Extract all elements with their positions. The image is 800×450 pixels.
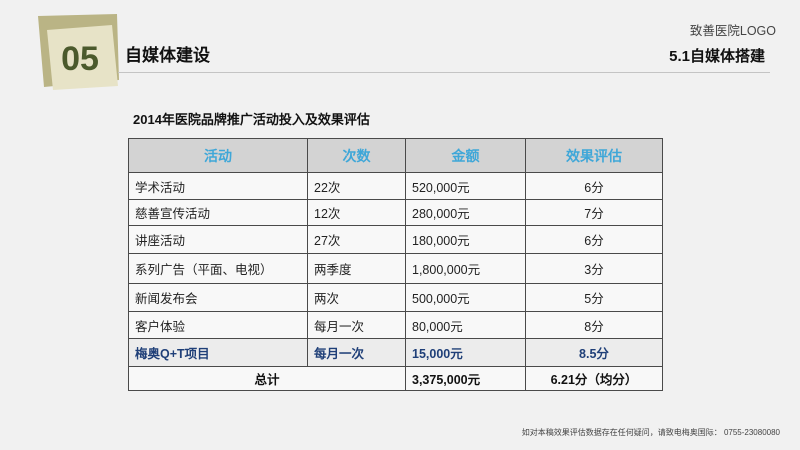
- table-row: 客户体验 每月一次 80,000元 8分: [128, 311, 663, 339]
- cell-activity: 客户体验: [128, 311, 308, 339]
- cell-amount: 520,000元: [405, 172, 526, 200]
- total-label: 总计: [128, 366, 406, 391]
- total-score: 6.21分（均分）: [525, 366, 663, 391]
- cell-count: 每月一次: [307, 311, 406, 339]
- cell-score: 6分: [525, 225, 663, 254]
- column-header-amount: 金额: [405, 138, 526, 173]
- cell-amount: 80,000元: [405, 311, 526, 339]
- table-row: 慈善宣传活动 12次 280,000元 7分: [128, 199, 663, 226]
- cell-count: 两次: [307, 283, 406, 312]
- cell-activity: 讲座活动: [128, 225, 308, 254]
- cell-score: 8分: [525, 311, 663, 339]
- cell-activity: 慈善宣传活动: [128, 199, 308, 226]
- cell-count: 每月一次: [307, 338, 406, 367]
- column-header-count: 次数: [307, 138, 406, 173]
- table-row-highlight: 梅奥Q+T项目 每月一次 15,000元 8.5分: [128, 338, 663, 367]
- section-number: 05: [61, 40, 99, 78]
- section-badge-shape: [38, 14, 119, 90]
- cell-activity: 梅奥Q+T项目: [128, 338, 308, 367]
- table-row: 学术活动 22次 520,000元 6分: [128, 172, 663, 200]
- cell-score: 3分: [525, 253, 663, 284]
- cell-score: 7分: [525, 199, 663, 226]
- table-row: 系列广告（平面、电视） 两季度 1,800,000元 3分: [128, 253, 663, 284]
- footer-contact-note: 如对本稿效果评估数据存在任何疑问，请致电梅奥国际： 0755-23080080: [521, 428, 780, 437]
- cell-amount: 500,000元: [405, 283, 526, 312]
- table-row: 讲座活动 27次 180,000元 6分: [128, 225, 663, 254]
- cell-amount: 280,000元: [405, 199, 526, 226]
- header-divider: [118, 72, 770, 73]
- cell-score: 6分: [525, 172, 663, 200]
- cell-amount: 1,800,000元: [405, 253, 526, 284]
- cell-score: 8.5分: [525, 338, 663, 367]
- cell-count: 27次: [307, 225, 406, 254]
- promotion-activity-table: 活动 次数 金额 效果评估 学术活动 22次 520,000元 6分 慈善宣传活…: [128, 138, 663, 391]
- cell-count: 12次: [307, 199, 406, 226]
- table-row: 新闻发布会 两次 500,000元 5分: [128, 283, 663, 312]
- cell-amount: 180,000元: [405, 225, 526, 254]
- cell-activity: 新闻发布会: [128, 283, 308, 312]
- cell-count: 两季度: [307, 253, 406, 284]
- cell-activity: 学术活动: [128, 172, 308, 200]
- table-title: 2014年医院品牌推广活动投入及效果评估: [133, 112, 370, 127]
- table-header-row: 活动 次数 金额 效果评估: [128, 138, 663, 173]
- section-title: 自媒体建设: [125, 46, 210, 65]
- column-header-score: 效果评估: [525, 138, 663, 173]
- cell-activity: 系列广告（平面、电视）: [128, 253, 308, 284]
- hospital-logo-placeholder: 致善医院LOGO: [689, 24, 776, 38]
- cell-score: 5分: [525, 283, 663, 312]
- column-header-activity: 活动: [128, 138, 308, 173]
- table-row-total: 总计 3,375,000元 6.21分（均分）: [128, 366, 663, 391]
- total-amount: 3,375,000元: [405, 366, 526, 391]
- subsection-title: 5.1自媒体搭建: [669, 48, 765, 65]
- cell-count: 22次: [307, 172, 406, 200]
- cell-amount: 15,000元: [405, 338, 526, 367]
